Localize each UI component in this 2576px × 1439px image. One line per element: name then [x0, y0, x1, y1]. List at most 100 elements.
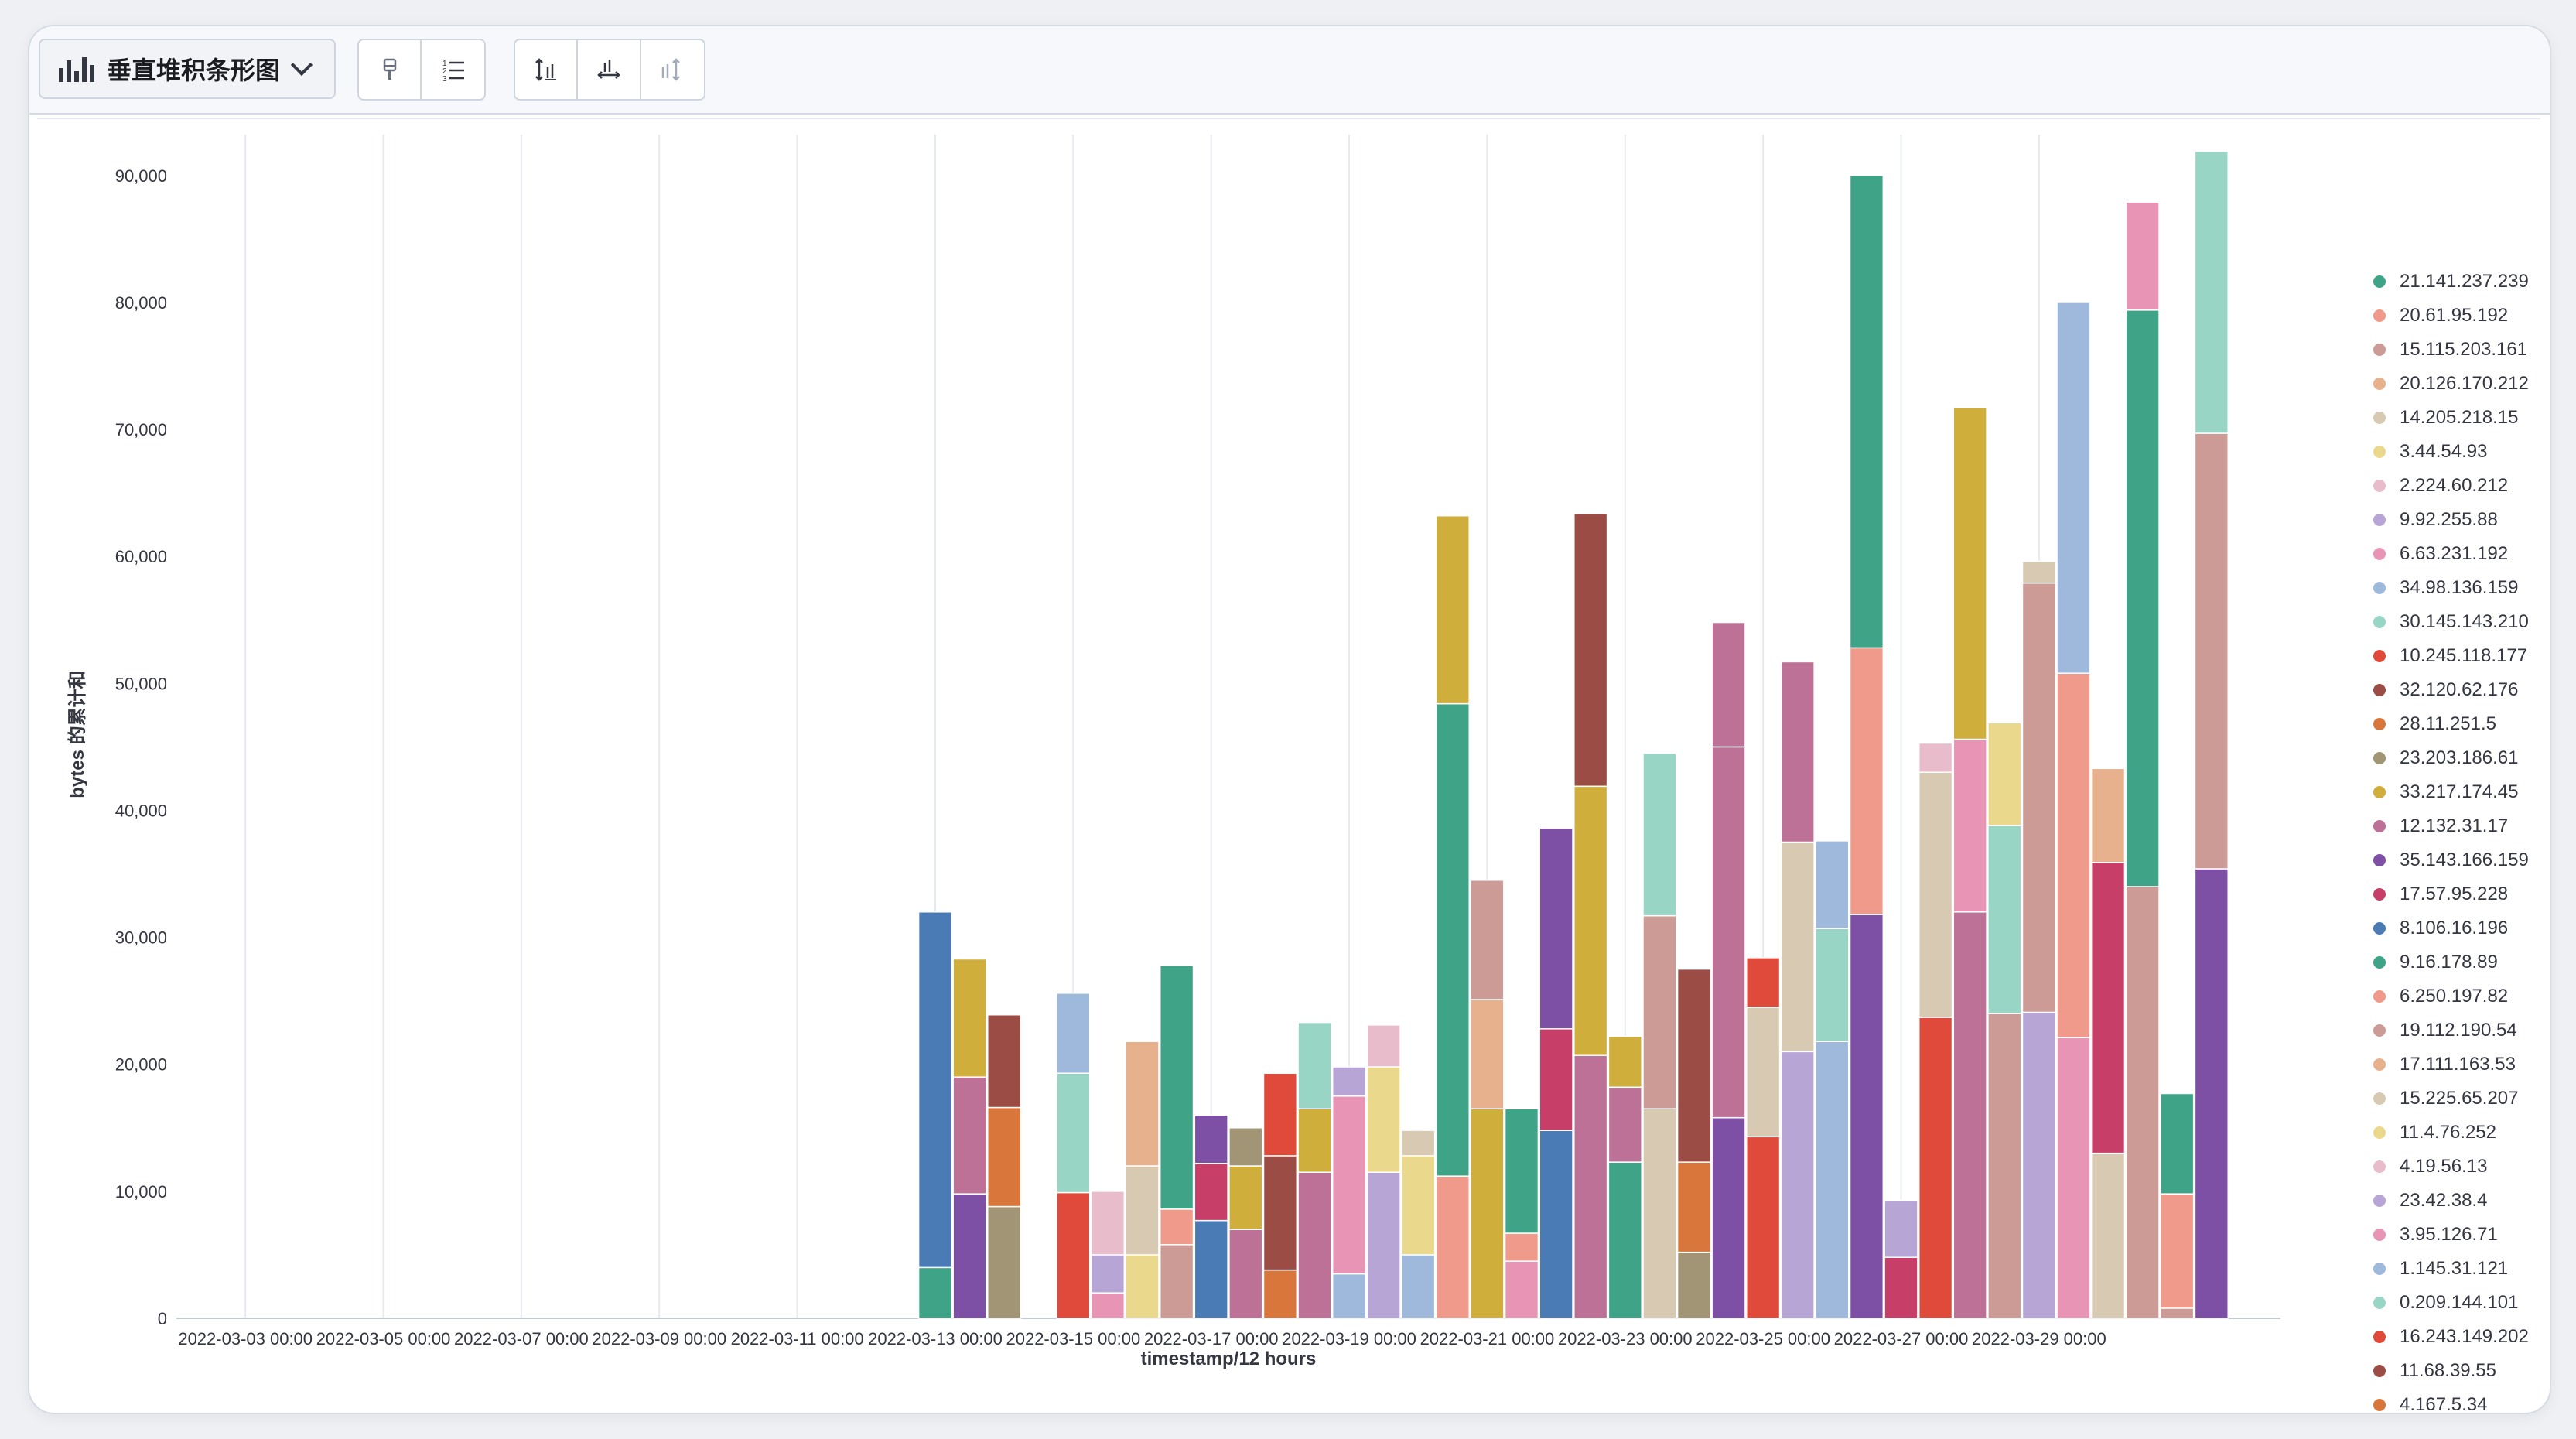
legend-item[interactable]: 1.145.31.121 — [2373, 1253, 2508, 1284]
legend-item[interactable]: 17.111.163.53 — [2373, 1049, 2516, 1080]
x-tick-label: 2022-03-17 00:00 — [1144, 1329, 1279, 1348]
legend-item[interactable]: 8.106.16.196 — [2373, 913, 2508, 944]
legend-item[interactable]: 28.11.251.5 — [2373, 709, 2496, 740]
bar-segment — [1056, 993, 1091, 1074]
bar-segment — [1952, 911, 1987, 1319]
legend-item[interactable]: 20.61.95.192 — [2373, 300, 2508, 331]
legend-item[interactable]: 3.95.126.71 — [2373, 1219, 2498, 1250]
y-axis-scale-icon — [535, 58, 556, 81]
legend-scrollbar[interactable] — [2550, 268, 2551, 976]
legend-item[interactable]: 9.92.255.88 — [2373, 504, 2498, 535]
bar-segment — [1228, 1165, 1263, 1230]
legend-item[interactable]: 30.145.143.210 — [2373, 607, 2529, 637]
bar-segment — [1745, 1136, 1781, 1319]
bar-segment — [1262, 1269, 1298, 1319]
y-axis-scale-button[interactable] — [515, 40, 579, 99]
bar-segment — [1262, 1072, 1298, 1157]
legend-item[interactable]: 11.4.76.252 — [2373, 1117, 2496, 1148]
bar-segment — [2056, 302, 2091, 674]
x-tick-label: 2022-03-27 00:00 — [1834, 1329, 1969, 1348]
legend-item[interactable]: 21.141.237.239 — [2373, 266, 2529, 297]
legend-label: 9.16.178.89 — [2400, 952, 2498, 972]
chart-legend: 21.141.237.239 20.61.95.192 15.115.203.161… — [2373, 266, 2550, 1413]
bar-segment — [1711, 1116, 1746, 1319]
legend-swatch — [2373, 718, 2386, 730]
legend-item[interactable]: 6.63.231.192 — [2373, 538, 2508, 569]
legend-item[interactable]: 3.44.54.93 — [2373, 436, 2487, 467]
legend-label: 3.44.54.93 — [2400, 441, 2488, 462]
bar-segment — [2125, 201, 2160, 311]
x-tick-label: 2022-03-25 00:00 — [1696, 1329, 1830, 1348]
legend-swatch — [2373, 582, 2386, 594]
bar-segment — [1401, 1130, 1436, 1157]
bar-segment — [1849, 647, 1884, 915]
legend-swatch — [2373, 344, 2386, 356]
legend-item[interactable]: 12.132.31.17 — [2373, 811, 2508, 842]
legend-item[interactable]: 35.143.166.159 — [2373, 845, 2529, 876]
legend-item[interactable]: 16.243.149.202 — [2373, 1321, 2529, 1352]
axis-extent-button[interactable] — [641, 40, 704, 99]
legend-swatch — [2373, 922, 2386, 935]
bar-segment — [952, 1193, 987, 1319]
legend-item[interactable]: 15.225.65.207 — [2373, 1083, 2518, 1114]
legend-label: 2.224.60.212 — [2400, 475, 2509, 496]
vertical-bar-chart-icon — [59, 56, 94, 82]
bar-segment — [987, 1205, 1022, 1319]
bar-segment — [1056, 1072, 1091, 1194]
legend-item[interactable]: 23.203.186.61 — [2373, 743, 2518, 774]
legend-item[interactable]: 19.112.190.54 — [2373, 1015, 2517, 1046]
legend-item[interactable]: 10.245.118.177 — [2373, 641, 2527, 672]
legend-item[interactable]: 14.205.218.15 — [2373, 402, 2518, 433]
legend-item[interactable]: 0.209.144.101 — [2373, 1287, 2518, 1318]
legend-item[interactable]: 33.217.174.45 — [2373, 777, 2518, 808]
legend-item[interactable]: 34.98.136.159 — [2373, 573, 2518, 603]
legend-list-button[interactable]: 1 2 3 — [422, 40, 484, 99]
x-tick-label: 2022-03-29 00:00 — [1972, 1329, 2106, 1348]
legend-swatch — [2373, 378, 2386, 390]
legend-item[interactable]: 15.115.203.161 — [2373, 334, 2527, 365]
legend-item[interactable]: 4.19.56.13 — [2373, 1151, 2487, 1182]
bar-segment — [1745, 957, 1781, 1008]
legend-swatch — [2373, 548, 2386, 560]
visualization-window: 垂直堆积条形图 1 2 3 — [28, 25, 2551, 1414]
legend-item[interactable]: 17.57.95.228 — [2373, 879, 2508, 910]
bar-segment — [1194, 1163, 1228, 1222]
bar-segment — [2021, 582, 2057, 1013]
legend-label: 20.126.170.212 — [2400, 373, 2529, 394]
legend-label: 17.57.95.228 — [2400, 884, 2509, 904]
bar-segment — [1125, 1165, 1160, 1256]
x-axis-title: timestamp/12 hours — [1141, 1348, 1317, 1369]
axis-extent-icon — [662, 58, 681, 81]
chart-type-select[interactable]: 垂直堆积条形图 — [39, 39, 336, 99]
bar-segment — [1676, 968, 1712, 1163]
bar-segment — [1297, 1108, 1332, 1174]
bar-segment — [1539, 827, 1573, 1030]
bar-segment — [1676, 1251, 1712, 1319]
x-axis-scale-button[interactable] — [578, 40, 641, 99]
legend-item[interactable]: 11.68.39.55 — [2373, 1355, 2496, 1386]
legend-item[interactable]: 2.224.60.212 — [2373, 470, 2508, 501]
bar-segment — [1056, 1191, 1091, 1319]
brush-button[interactable] — [359, 40, 422, 99]
legend-item[interactable]: 20.126.170.212 — [2373, 368, 2529, 399]
legend-item[interactable]: 4.167.5.34 — [2373, 1389, 2487, 1413]
chart-toolbar: 垂直堆积条形图 1 2 3 — [29, 26, 2550, 115]
bar-segment — [1815, 1041, 1850, 1319]
bar-segment — [1504, 1260, 1539, 1319]
y-tick-label: 60,000 — [115, 547, 167, 566]
legend-label: 15.225.65.207 — [2400, 1088, 2519, 1109]
bar-segment — [2125, 309, 2160, 887]
bar-segment — [1435, 514, 1470, 705]
legend-label: 12.132.31.17 — [2400, 815, 2509, 836]
legend-label: 23.203.186.61 — [2400, 747, 2519, 768]
legend-swatch — [2373, 684, 2386, 696]
bar-segment — [1918, 742, 1953, 773]
legend-item[interactable]: 6.250.197.82 — [2373, 981, 2508, 1012]
legend-item[interactable]: 32.120.62.176 — [2373, 675, 2518, 706]
legend-item[interactable]: 9.16.178.89 — [2373, 947, 2498, 978]
bar-segment — [2194, 432, 2229, 870]
legend-item[interactable]: 23.42.38.4 — [2373, 1185, 2487, 1216]
legend-label: 8.106.16.196 — [2400, 918, 2509, 938]
bar-segment — [1331, 1273, 1367, 1319]
legend-swatch — [2373, 820, 2386, 832]
